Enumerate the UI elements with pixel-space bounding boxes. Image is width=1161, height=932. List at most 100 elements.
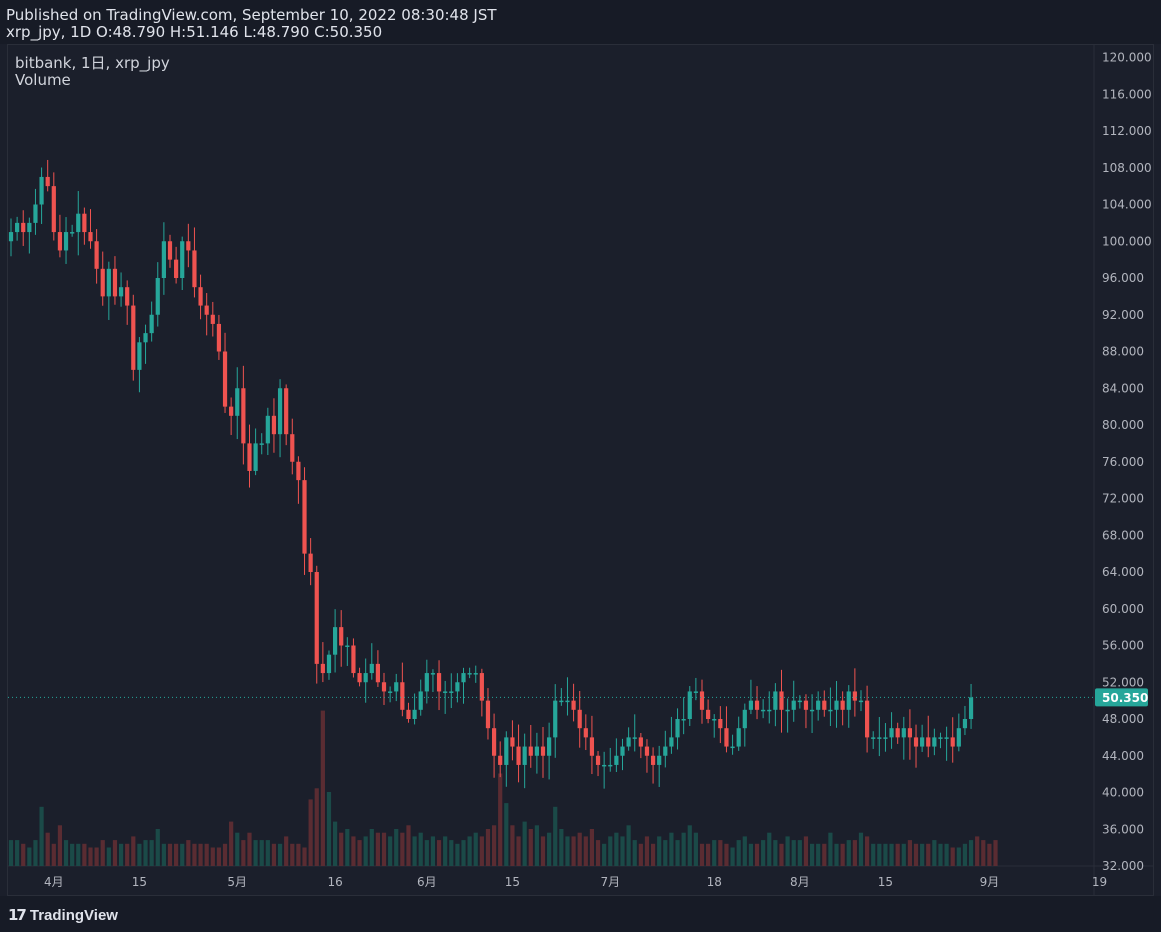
candle-body[interactable] (167, 241, 173, 260)
candle-body[interactable] (559, 700, 564, 703)
candle-body[interactable] (865, 700, 870, 738)
candle-body[interactable] (510, 737, 515, 747)
candle-body[interactable] (589, 737, 595, 756)
candle-body[interactable] (308, 553, 313, 573)
candle-body[interactable] (956, 728, 961, 747)
candle-body[interactable] (809, 709, 815, 712)
candle-body[interactable] (449, 691, 454, 693)
candle-body[interactable] (118, 287, 124, 297)
candle-body[interactable] (63, 232, 69, 251)
candle-body[interactable] (204, 305, 209, 315)
candle-body[interactable] (375, 663, 380, 683)
candle-body[interactable] (632, 737, 637, 739)
candle-body[interactable] (669, 737, 674, 747)
candle-body[interactable] (840, 700, 845, 710)
candle-body[interactable] (602, 764, 607, 767)
candle-body[interactable] (424, 673, 429, 692)
candle-body[interactable] (895, 728, 900, 738)
candle-body[interactable] (265, 415, 270, 444)
candle-body[interactable] (88, 232, 93, 242)
candle-body[interactable] (436, 673, 442, 692)
candle-body[interactable] (785, 709, 790, 712)
candle-body[interactable] (461, 673, 466, 683)
candle-body[interactable] (693, 691, 698, 693)
candle-body[interactable] (608, 764, 613, 767)
candle-body[interactable] (455, 682, 460, 692)
candle-body[interactable] (712, 719, 717, 721)
candle-body[interactable] (94, 241, 99, 269)
candle-body[interactable] (485, 700, 491, 729)
candle-body[interactable] (333, 627, 338, 655)
candle-body[interactable] (100, 268, 105, 297)
candle-body[interactable] (70, 232, 75, 234)
candle-body[interactable] (351, 645, 356, 674)
candle-body[interactable] (773, 691, 778, 710)
candle-body[interactable] (137, 342, 142, 370)
candle-body[interactable] (767, 709, 772, 712)
candle-body[interactable] (33, 204, 38, 223)
candle-body[interactable] (155, 278, 160, 315)
candle-body[interactable] (161, 241, 166, 278)
candle-body[interactable] (877, 737, 882, 739)
candle-body[interactable] (846, 691, 851, 710)
candle-body[interactable] (76, 213, 81, 233)
candle-body[interactable] (418, 691, 423, 710)
candle-body[interactable] (736, 728, 741, 747)
candle-body[interactable] (522, 746, 527, 765)
candle-body[interactable] (235, 388, 240, 416)
candle-body[interactable] (339, 627, 344, 646)
candle-body[interactable] (871, 737, 876, 739)
candle-body[interactable] (883, 737, 888, 739)
candle-body[interactable] (926, 737, 931, 747)
candle-body[interactable] (15, 222, 20, 233)
candle-body[interactable] (718, 719, 723, 729)
candle-body[interactable] (302, 480, 307, 554)
candle-body[interactable] (400, 682, 405, 710)
candle-body[interactable] (730, 746, 735, 749)
candle-body[interactable] (51, 186, 56, 233)
candle-body[interactable] (822, 700, 827, 710)
candle-body[interactable] (595, 755, 601, 765)
candle-body[interactable] (657, 755, 662, 765)
candle-body[interactable] (663, 746, 668, 756)
candle-body[interactable] (913, 737, 919, 747)
candle-body[interactable] (547, 737, 552, 756)
candle-body[interactable] (644, 746, 650, 756)
candle-body[interactable] (828, 709, 833, 712)
candle-body[interactable] (565, 700, 570, 703)
candle-body[interactable] (748, 700, 754, 710)
candle-body[interactable] (210, 314, 215, 324)
candle-body[interactable] (8, 232, 14, 242)
candle-body[interactable] (45, 176, 50, 187)
candle-body[interactable] (681, 719, 686, 721)
candle-body[interactable] (320, 663, 325, 674)
candle-body[interactable] (779, 691, 784, 710)
candle-body[interactable] (277, 388, 283, 435)
candle-body[interactable] (21, 222, 26, 233)
candle-body[interactable] (626, 737, 631, 747)
candle-body[interactable] (290, 434, 295, 462)
candle-body[interactable] (938, 737, 943, 739)
candle-body[interactable] (406, 709, 411, 719)
candle-body[interactable] (271, 415, 277, 435)
candle-body[interactable] (27, 222, 32, 233)
candle-body[interactable] (412, 709, 417, 719)
candle-body[interactable] (797, 700, 802, 703)
candle-body[interactable] (553, 700, 558, 738)
candle-body[interactable] (834, 700, 839, 710)
candle-body[interactable] (803, 700, 809, 710)
candle-body[interactable] (528, 746, 533, 756)
candle-body[interactable] (614, 755, 619, 765)
candle-body[interactable] (742, 709, 747, 729)
candle-body[interactable] (687, 691, 692, 719)
candle-body[interactable] (363, 673, 368, 683)
candle-body[interactable] (443, 691, 448, 693)
candle-body[interactable] (504, 737, 509, 765)
candle-body[interactable] (143, 333, 148, 343)
candle-body[interactable] (82, 213, 87, 233)
candle-body[interactable] (394, 682, 399, 692)
candle-body[interactable] (241, 388, 246, 444)
candle-body[interactable] (706, 709, 711, 719)
candle-body[interactable] (247, 443, 252, 471)
